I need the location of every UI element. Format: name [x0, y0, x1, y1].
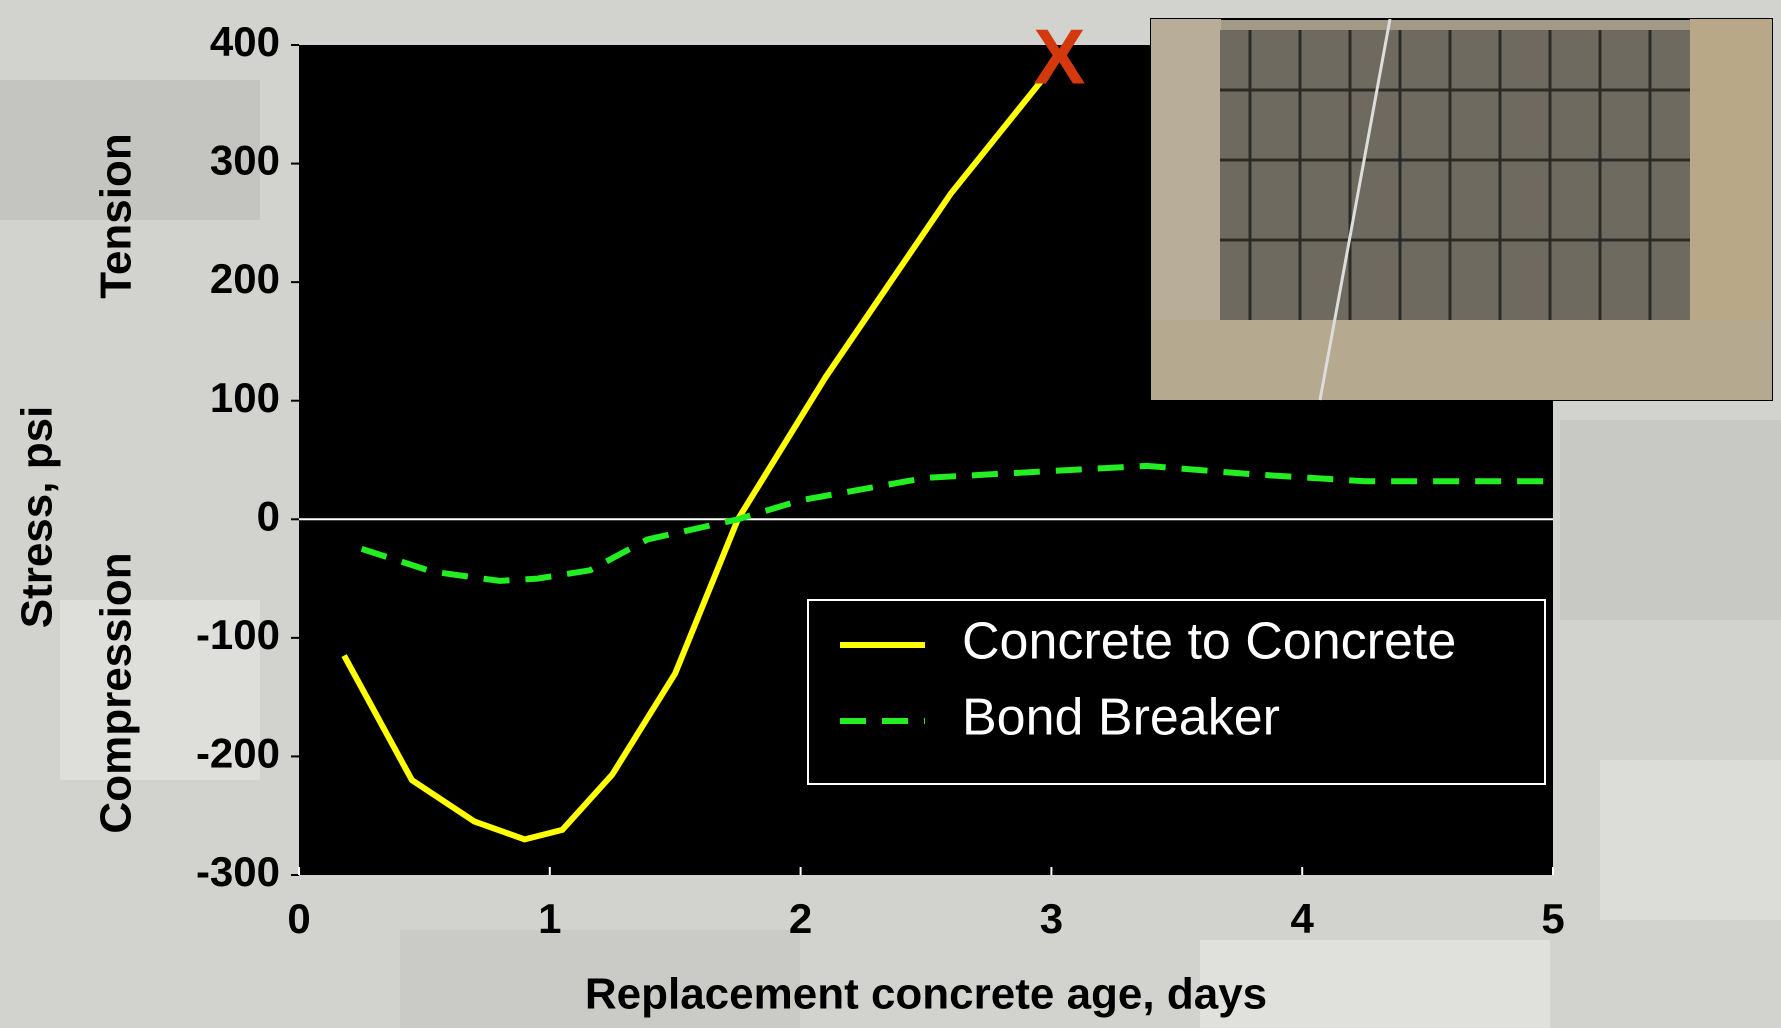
x-tick-label: 0: [287, 895, 310, 942]
y-tick-label: 400: [210, 18, 280, 65]
x-tick-label: 3: [1040, 895, 1063, 942]
legend-label: Bond Breaker: [962, 689, 1280, 747]
y-tick-label: 0: [257, 492, 280, 539]
y-tick-label: 200: [210, 255, 280, 302]
y-upper-label: Tension: [92, 133, 141, 298]
y-tick-label: -100: [196, 611, 280, 658]
x-axis-label: Replacement concrete age, days: [585, 970, 1267, 1019]
y-lower-label: Compression: [92, 552, 141, 833]
x-tick-label: 2: [789, 895, 812, 942]
legend: [807, 599, 1546, 785]
photo-inset: [1150, 18, 1773, 401]
x-tick-label: 4: [1291, 895, 1315, 942]
y-tick-label: 100: [210, 374, 280, 421]
data-line: [341, 72, 1049, 843]
x-tick-label: 5: [1541, 895, 1564, 942]
y-tick-label: 300: [210, 137, 280, 184]
annotation: X: [1033, 12, 1085, 100]
data-line: [360, 462, 1553, 584]
y-tick-label: -300: [196, 848, 280, 895]
y-axis-label: Stress, psi: [13, 406, 62, 629]
x-tick-label: 1: [538, 895, 561, 942]
y-tick-label: -200: [196, 730, 280, 777]
legend-label: Concrete to Concrete: [962, 613, 1456, 671]
